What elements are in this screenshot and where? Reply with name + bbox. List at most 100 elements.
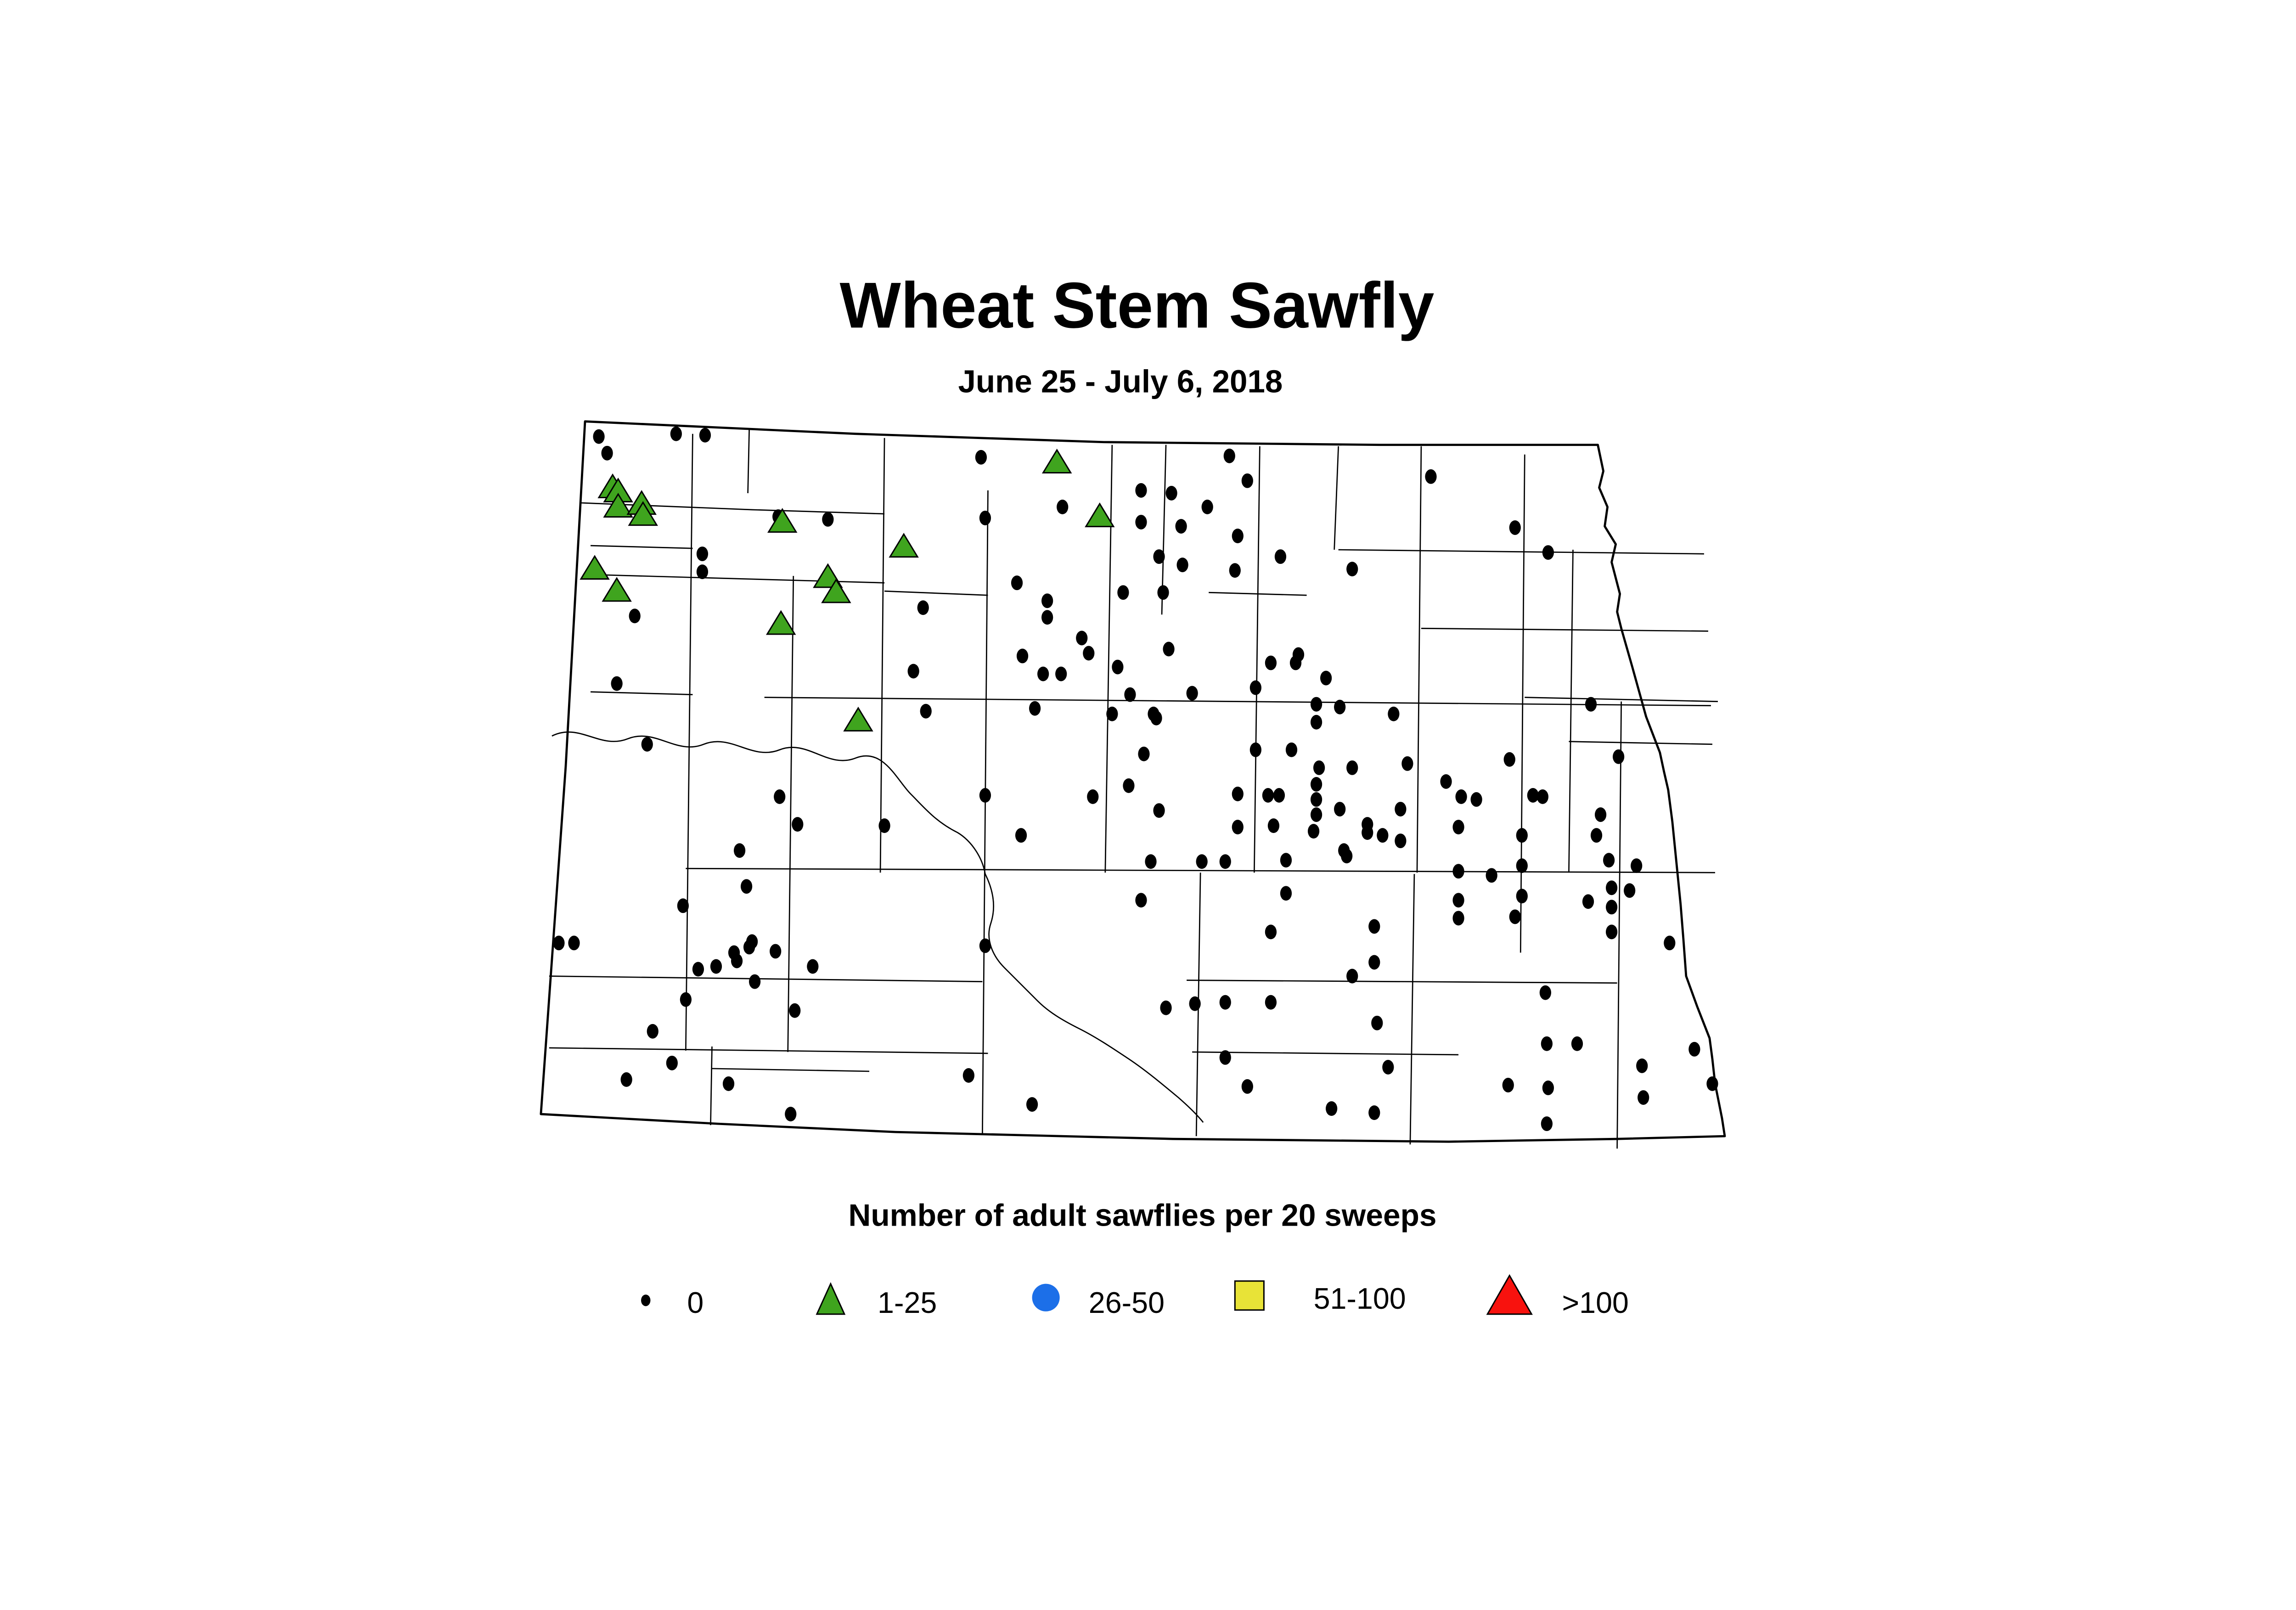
legend-item-51-100: 51-100 [1234,1280,1406,1315]
missouri-river-south [985,873,1204,1123]
legend-item-label: 0 [687,1286,703,1319]
map-dot [792,817,804,832]
map-dot [1368,919,1380,934]
map-dot [1706,1076,1718,1091]
map-dot [907,664,919,679]
map-dot [620,1072,632,1087]
map-dot [1377,828,1389,843]
map-dot [1571,1036,1583,1051]
map-dot [1362,825,1373,840]
map-dot [1452,864,1464,879]
map-dot [1605,924,1618,940]
map-dot [722,1076,735,1091]
map-dot [1664,935,1676,951]
north-dakota-map [540,420,1726,1149]
map-dot [1285,742,1298,757]
map-dot [1015,828,1027,843]
map-dot [1590,828,1603,843]
map-dot [680,992,692,1007]
map-dot [1688,1041,1700,1057]
map-dot [1310,697,1322,712]
legend-item-gt100: >100 [1486,1274,1629,1319]
map-dot [878,818,890,833]
map-dot [1605,880,1618,895]
map-dot [1310,777,1322,792]
map-dot [1631,858,1643,873]
map-dot [1310,792,1322,807]
map-dot [1265,924,1277,940]
map-dot [1029,701,1041,716]
map-dot [1165,485,1177,501]
legend-item-label: >100 [1562,1286,1628,1319]
map-dot [1346,562,1358,577]
map-dot [1346,760,1358,775]
map-dot [1249,742,1261,757]
map-dot [611,676,623,691]
map-dot [1452,893,1464,908]
map-dot [1310,715,1322,730]
map-dot [1145,854,1157,869]
map-dot [1516,889,1528,904]
map-dot [1262,788,1274,803]
map-dot [1536,789,1548,804]
map-dot [1452,911,1464,926]
map-triangle [821,578,851,603]
map-dot [692,962,704,977]
map-dot [696,546,709,562]
map-dot [1219,1050,1231,1065]
map-dot [1160,1000,1172,1015]
map-dot [1636,1058,1648,1073]
page-title: Wheat Stem Sawfly [840,269,1435,341]
map-dot [1106,706,1118,721]
map-dot [1503,752,1515,767]
map-dot [731,953,743,968]
map-dot [1539,985,1552,1000]
map-dot [1585,697,1597,712]
map-dot [1124,687,1136,702]
legend-item-1-25: 1-25 [816,1282,937,1319]
map-dot [1138,746,1150,761]
map-dot [1292,647,1305,662]
map-dot [1249,680,1261,695]
map-dot [1542,545,1554,560]
map-dot [1055,666,1067,681]
map-dot [1320,670,1332,686]
legend-title: Number of adult sawflies per 20 sweeps [849,1198,1437,1233]
map-dot [822,512,834,527]
map-dot [593,429,605,444]
map-dot [1388,706,1400,721]
river-lines [551,731,1204,1123]
map-dot [1123,778,1135,793]
map-dot [1603,853,1615,868]
map-dot [1280,886,1292,901]
map-dot [670,426,682,441]
map-dot [553,935,565,951]
map-dot [1509,909,1521,924]
map-triangle [602,577,632,602]
map-dot [1368,1105,1380,1120]
map-dot [1201,500,1213,514]
legend-item-label: 1-25 [878,1286,937,1319]
map-dot [1541,1116,1553,1132]
map-dot [733,843,746,858]
map-dot [1076,630,1088,646]
map-dot [1395,833,1407,849]
map-dot [1594,807,1607,822]
map-triangle [580,555,610,580]
map-dot [785,1107,797,1122]
map-dot [666,1055,678,1070]
yellow-square-icon [1234,1280,1265,1311]
map-dot [979,938,991,953]
map-dot [1605,900,1618,915]
map-dot [789,1003,801,1018]
map-dot [1307,824,1320,839]
map-dot [1150,710,1162,726]
map-dot [1582,894,1594,909]
map-dot [1624,883,1636,898]
map-dot [1273,788,1285,803]
map-dot [1135,515,1147,529]
map-dot [568,935,580,951]
map-dot [1425,469,1437,484]
map-dot [1346,968,1358,984]
